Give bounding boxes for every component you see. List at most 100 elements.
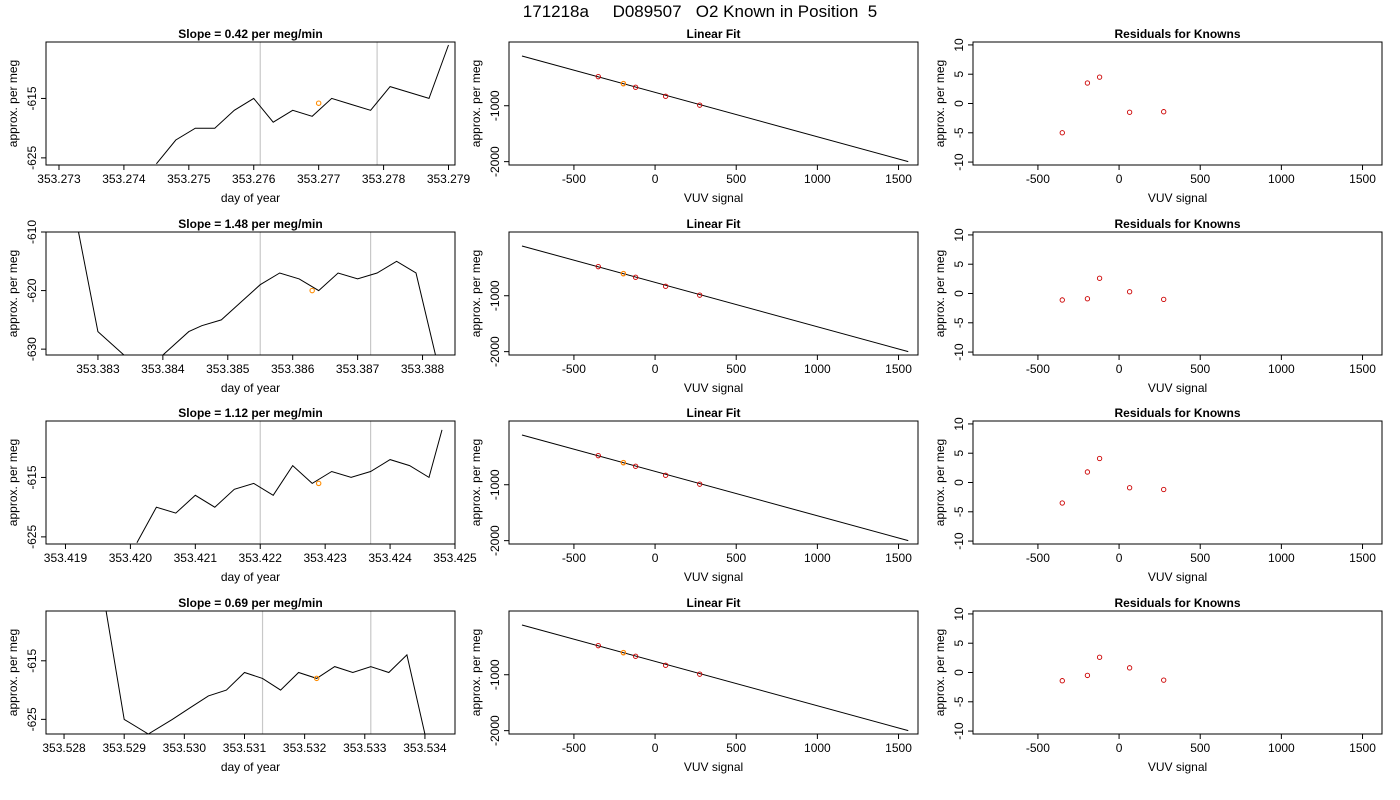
y-axis-label: approx. per meg <box>6 60 20 147</box>
x-axis-label: day of year <box>221 570 280 584</box>
y-tick-label: 10 <box>952 607 966 621</box>
x-tick-label: 1000 <box>1268 172 1295 186</box>
trace-line <box>136 429 443 544</box>
x-tick-label: 0 <box>652 551 659 565</box>
x-tick-label: 353.385 <box>206 362 250 376</box>
plot-area <box>521 55 909 163</box>
y-axis-label: approx. per meg <box>933 60 947 147</box>
x-tick-label: 1500 <box>1349 172 1376 186</box>
plot-area <box>136 421 443 544</box>
plot-frame <box>972 420 1383 545</box>
panel-r4c3: -500 0 500 1000 1500 10 5 0 -5 -10 Residuals for K… <box>933 596 1383 774</box>
y-tick-label: -5 <box>952 506 966 517</box>
y-tick-label: -10 <box>952 722 966 740</box>
x-tick-label: 500 <box>1190 741 1210 755</box>
y-tick-label: -2000 <box>488 336 502 367</box>
data-point <box>595 264 601 270</box>
x-tick-label: 353.274 <box>102 172 146 186</box>
data-point <box>595 643 601 649</box>
data-point <box>1161 296 1167 303</box>
plot-frame <box>508 610 919 735</box>
x-tick-label: 1500 <box>885 741 912 755</box>
y-tick-label: -610 <box>25 220 39 244</box>
y-axis-label: approx. per meg <box>933 250 947 337</box>
x-tick-label: 353.421 <box>174 551 218 565</box>
y-tick-label: -625 <box>25 707 39 731</box>
y-tick-label: -2000 <box>488 715 502 746</box>
x-tick-label: 353.384 <box>141 362 185 376</box>
x-tick-label: 1500 <box>885 362 912 376</box>
x-tick-label: -500 <box>1026 551 1050 565</box>
x-axis-label: day of year <box>221 381 280 395</box>
data-point <box>697 292 703 298</box>
panel-title: Slope = 0.69 per meg/min <box>178 596 322 610</box>
data-point <box>1096 455 1103 462</box>
panel-r2c3: -500 0 500 1000 1500 10 5 0 -5 -10 Residuals for K… <box>933 217 1383 395</box>
highlight-point <box>620 459 627 466</box>
x-tick-label: 353.279 <box>427 172 471 186</box>
x-tick-label: 353.420 <box>109 551 153 565</box>
y-tick-label: -1000 <box>488 469 502 500</box>
x-tick-label: 353.532 <box>283 741 327 755</box>
y-tick-label: 0 <box>952 100 966 107</box>
plot-area <box>78 232 436 355</box>
y-tick-label: 5 <box>952 261 966 268</box>
plot-area <box>521 624 909 732</box>
data-point <box>1161 677 1167 683</box>
x-tick-label: 353.533 <box>343 741 387 755</box>
x-tick-label: 353.531 <box>223 741 267 755</box>
x-tick-label: 353.425 <box>433 551 477 565</box>
x-tick-label: -500 <box>562 741 586 755</box>
panel-title: Residuals for Knowns <box>1114 406 1240 420</box>
y-tick-label: -2000 <box>488 146 502 177</box>
y-tick-label: -1000 <box>488 659 502 690</box>
y-axis-label: approx. per meg <box>933 439 947 526</box>
plot-area <box>521 434 909 542</box>
x-tick-label: 353.422 <box>239 551 283 565</box>
x-tick-label: 1000 <box>804 172 831 186</box>
x-tick-label: 353.423 <box>303 551 347 565</box>
highlight-point <box>315 100 322 106</box>
y-axis-label: approx. per meg <box>933 629 947 716</box>
y-tick-label: -620 <box>25 278 39 302</box>
panel-title: Residuals for Knowns <box>1114 596 1240 610</box>
data-point <box>662 662 669 668</box>
plot-area <box>1059 654 1167 684</box>
x-axis-label: VUV signal <box>1148 760 1207 774</box>
plot-frame <box>45 610 456 735</box>
y-tick-label: -5 <box>952 317 966 328</box>
x-axis-label: VUV signal <box>684 570 743 584</box>
y-tick-label: -5 <box>952 696 966 707</box>
y-tick-label: -5 <box>952 127 966 138</box>
data-point <box>1161 109 1167 115</box>
highlight-point <box>620 270 627 277</box>
data-point <box>1126 485 1133 491</box>
data-point <box>632 653 639 659</box>
y-tick-label: 0 <box>952 669 966 676</box>
x-tick-label: 500 <box>1190 551 1210 565</box>
data-point <box>1084 296 1091 302</box>
panel-r4c2: -500 0 500 1000 1500 -1000 -2000 Linear Fit VUV … <box>469 596 919 774</box>
x-tick-label: 0 <box>652 741 659 755</box>
y-tick-label: -1000 <box>488 90 502 121</box>
data-point <box>1059 678 1065 684</box>
x-tick-label: 0 <box>1116 362 1123 376</box>
panel-title: Linear Fit <box>686 406 740 420</box>
data-point <box>1084 672 1091 679</box>
x-axis-label: VUV signal <box>1148 381 1207 395</box>
x-tick-label: 500 <box>1190 172 1210 186</box>
y-tick-label: 5 <box>952 71 966 78</box>
y-tick-label: 5 <box>952 450 966 457</box>
data-point <box>662 283 669 289</box>
highlight-point <box>315 480 322 487</box>
y-axis-label: approx. per meg <box>469 439 483 526</box>
y-tick-label: 0 <box>952 290 966 297</box>
x-tick-label: 353.273 <box>37 172 81 186</box>
data-point <box>1084 80 1091 86</box>
y-tick-label: -10 <box>952 343 966 361</box>
data-point <box>662 472 669 478</box>
y-tick-label: -615 <box>25 465 39 489</box>
x-tick-label: 500 <box>726 741 746 755</box>
trace-line <box>156 44 449 165</box>
